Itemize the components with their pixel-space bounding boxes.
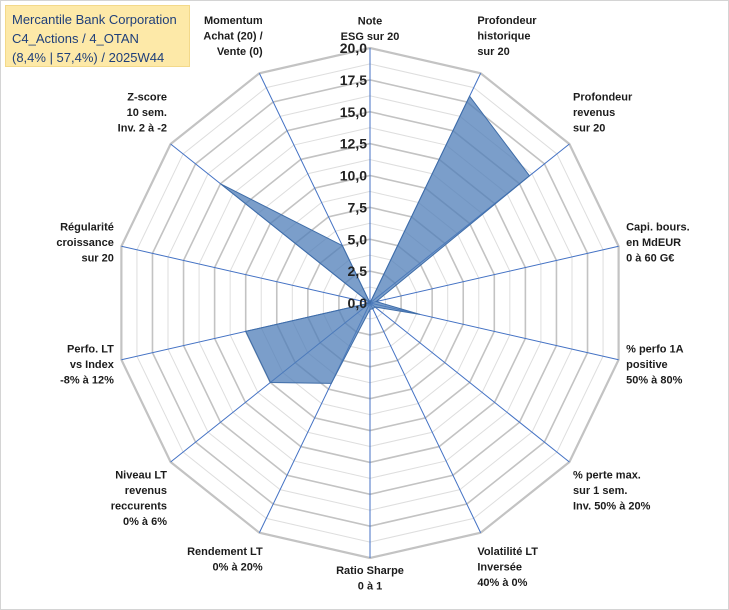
radar-axis-label-line: Inv. 50% à 20% [573, 500, 651, 512]
radar-axis-label: Ratio Sharpe 0 à 1 [336, 565, 404, 593]
radar-axis-label-line: Capi. bours. [626, 221, 690, 233]
radar-axis-label-line: positive [626, 359, 668, 371]
radar-axis-label-line: Inversée [477, 561, 522, 573]
radar-tick-label: 12,5 [340, 136, 367, 152]
radar-spoke [121, 245, 371, 304]
radar-tick-label: 20,0 [340, 40, 367, 56]
radar-axis-label: Momentum Achat (20) / Vente (0) [203, 15, 263, 58]
radar-axis-label: Régularité croissance sur 20 [56, 221, 113, 264]
radar-axis-label: Note ESG sur 20 [341, 16, 400, 44]
radar-axis-label: Volatilité LT Inversée 40% à 0% [477, 546, 538, 589]
radar-axis-label-line: Ratio Sharpe [336, 565, 404, 577]
radar-axis-label-line: Note [358, 16, 382, 28]
radar-axis-label-line: en MdEUR [626, 237, 681, 249]
radar-axis-label-line: 50% à 80% [626, 375, 682, 387]
radar-axis-label-line: sur 20 [81, 252, 113, 264]
radar-tick-label: 7,5 [348, 199, 368, 215]
radar-axis-label-line: Momentum [204, 15, 263, 27]
radar-axis-label-line: 0% à 6% [123, 516, 167, 528]
radar-axis-label-line: Achat (20) / [203, 31, 262, 43]
radar-spoke [369, 245, 619, 304]
radar-axis-label: Z-score 10 sem. Inv. 2 à -2 [118, 92, 167, 135]
radar-axis-label: Perfo. LT vs Index -8% à 12% [60, 344, 115, 387]
radar-axis-label-line: Inv. 2 à -2 [118, 123, 167, 135]
radar-axis-label-line: % perfo 1A [626, 344, 684, 356]
radar-axis-label: Niveau LT revenus reccurents 0% à 6% [111, 469, 168, 527]
radar-axis-label-line: sur 20 [477, 46, 509, 58]
radar-axis-label-line: revenus [573, 107, 615, 119]
radar-axis-label-line: Z-score [127, 92, 167, 104]
radar-axis-label-line: sur 1 sem. [573, 485, 627, 497]
radar-axis-label-line: Profondeur [573, 92, 633, 104]
radar-axis-label: Rendement LT 0% à 20% [187, 546, 263, 574]
radar-axis-label: Capi. bours. en MdEUR 0 à 60 G€ [626, 221, 690, 264]
chart-title-company: Mercantile Bank Corporation [12, 12, 177, 27]
radar-tick-label: 0,0 [348, 295, 368, 311]
radar-axis-label-line: 0% à 20% [213, 561, 263, 573]
radar-axis-label-line: Niveau LT [115, 469, 167, 481]
radar-spoke [369, 302, 482, 533]
radar-axis-label-line: reccurents [111, 500, 167, 512]
radar-axis-label: % perfo 1A positive 50% à 80% [626, 344, 684, 387]
radar-axis-label-line: Volatilité LT [477, 546, 538, 558]
radar-axis-label-line: ESG sur 20 [341, 31, 400, 43]
radar-axis-label-line: Rendement LT [187, 546, 263, 558]
radar-axis-label-line: 40% à 0% [477, 577, 527, 589]
radar-tick-label: 2,5 [348, 263, 368, 279]
radar-axis-label-line: sur 20 [573, 123, 605, 135]
radar-axis-label-line: vs Index [70, 359, 115, 371]
radar-axis-label-line: historique [477, 31, 530, 43]
radar-axis-label-line: -8% à 12% [60, 375, 114, 387]
radar-axis-label-line: Vente (0) [217, 46, 263, 58]
radar-axis-label-line: 0 à 60 G€ [626, 252, 674, 264]
radar-axis-label-line: Profondeur [477, 15, 537, 27]
radar-axis-label-line: Perfo. LT [67, 344, 114, 356]
radar-axis-label: Profondeur revenus sur 20 [573, 92, 633, 135]
radar-tick-label: 17,5 [340, 72, 367, 88]
chart-title-stats: (8,4% | 57,4%) / 2025W44 [12, 50, 165, 65]
radar-axis-label-line: 0 à 1 [358, 581, 382, 593]
radar-axis-label: % perte max. sur 1 sem. Inv. 50% à 20% [573, 469, 651, 512]
radar-axis-label-line: Régularité [60, 221, 114, 233]
radar-tick-labels: 0,0 2,5 5,0 7,5 10,0 12,5 15,0 17,5 20,0 [340, 40, 367, 311]
radar-tick-label: 10,0 [340, 168, 367, 184]
radar-series-area [220, 95, 531, 384]
radar-axis-label: Profondeur historique sur 20 [477, 15, 537, 58]
radar-tick-label: 15,0 [340, 104, 367, 120]
radar-axis-label-line: croissance [56, 237, 113, 249]
radar-axis-label-line: revenus [125, 485, 167, 497]
radar-axis-labels: Note ESG sur 20 Profondeur historique sur 20… [56, 15, 689, 592]
radar-series-layer [220, 95, 531, 384]
chart-title-box: Mercantile Bank Corporation C4_Actions /… [5, 5, 190, 67]
radar-axis-label-line: 10 sem. [127, 107, 167, 119]
radar-tick-label: 5,0 [348, 231, 368, 247]
radar-spoke [369, 302, 570, 463]
radar-axis-label-line: % perte max. [573, 469, 641, 481]
chart-title-category: C4_Actions / 4_OTAN [12, 31, 139, 46]
